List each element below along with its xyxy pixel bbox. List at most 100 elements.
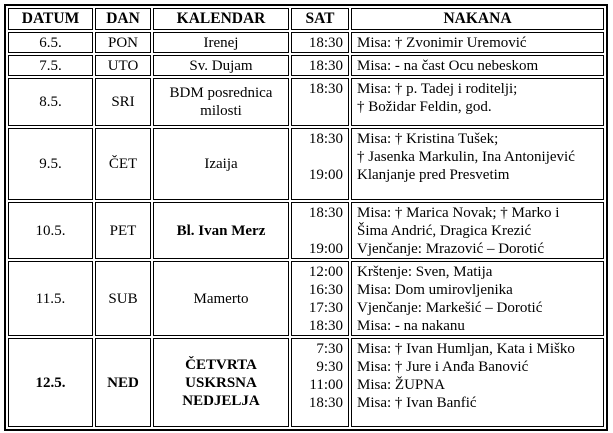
- sat-line: 18:30: [308, 58, 343, 74]
- nakana-line: Vjenčanje: Mrazović – Dorotić: [357, 241, 545, 257]
- dan-text: NED: [107, 374, 139, 391]
- sat-line: 18:30: [308, 318, 343, 334]
- dan-text: PET: [109, 222, 137, 239]
- dan-text: ČET: [108, 156, 138, 172]
- table-row: 12.5. NED ČETVRTA USKRSNA NEDJELJA 7:30 9:30 11…: [8, 338, 604, 427]
- nakana-line: Misa: † Jure i Anđa Banović: [357, 359, 529, 375]
- nakana-line: Misa: - na čast Ocu nebeskom: [357, 58, 539, 74]
- kalendar-line: USKRSNA: [185, 374, 257, 391]
- datum-cell: 10.5.: [8, 202, 93, 259]
- sat-cell: 7:30 9:30 11:00 18:30: [291, 338, 349, 427]
- header-cell-dan: DAN: [95, 8, 151, 30]
- dan-text: PON: [107, 34, 138, 51]
- sat-line: [292, 222, 343, 240]
- sat-line: 19:00: [308, 241, 343, 257]
- sat-line: 9:30: [316, 359, 343, 375]
- kalendar-line: BDM posrednica: [169, 85, 273, 101]
- datum-text: 11.5.: [35, 290, 66, 307]
- nakana-line: Krštenje: Sven, Matija: [357, 264, 493, 280]
- sat-line: 7:30: [316, 341, 343, 357]
- nakana-line: Misa: † Kristina Tušek;: [357, 131, 499, 147]
- dan-cell: ČET: [95, 128, 151, 200]
- sat-cell: 18:30 19:00: [291, 128, 349, 200]
- dan-text: SRI: [111, 94, 135, 110]
- sat-cell: 18:30 19:00: [291, 202, 349, 259]
- sat-cell: 18:30: [291, 55, 349, 76]
- nakana-line: Misa: - na nakanu: [357, 318, 465, 334]
- datum-cell: 11.5.: [8, 261, 93, 336]
- header-cell-sat: SAT: [291, 8, 349, 30]
- dan-cell: PON: [95, 32, 151, 53]
- nakana-line: Misa: Dom umirovljenika: [357, 282, 513, 298]
- sat-line: 12:00: [308, 264, 343, 280]
- kalendar-cell: ČETVRTA USKRSNA NEDJELJA: [153, 338, 289, 427]
- datum-cell: 9.5.: [8, 128, 93, 200]
- schedule-table: DATUM DAN KALENDAR SAT NAKANA 6.5. PON Irenej 1…: [4, 4, 608, 431]
- kalendar-line: Izaija: [204, 156, 238, 172]
- nakana-line: Misa: ŽUPNA: [357, 377, 445, 393]
- sat-line: 18:30: [308, 395, 343, 411]
- sat-cell: 12:00 16:30 17:30 18:30: [291, 261, 349, 336]
- sat-cell: 18:30: [291, 78, 349, 126]
- nakana-cell: Misa: † Kristina Tušek; † Jasenka Markuli…: [351, 128, 604, 200]
- datum-text: 10.5.: [35, 222, 66, 239]
- datum-text: 9.5.: [39, 156, 62, 172]
- sat-line: 18:30: [308, 35, 343, 51]
- datum-text: 8.5.: [39, 94, 62, 110]
- kalendar-cell: Sv. Dujam: [153, 55, 289, 76]
- datum-cell: 12.5.: [8, 338, 93, 427]
- kalendar-line: NEDJELJA: [182, 392, 260, 409]
- header-cell-kalendar: KALENDAR: [153, 8, 289, 30]
- table-row: 11.5. SUB Mamerto 12:00 16:30 17:30 18:30 Kršte…: [8, 261, 604, 336]
- datum-text: 6.5.: [39, 34, 62, 51]
- datum-text: 12.5.: [35, 374, 66, 391]
- kalendar-cell: Bl. Ivan Merz: [153, 202, 289, 259]
- nakana-cell: Misa: † Zvonimir Uremović: [351, 32, 604, 53]
- nakana-line: Klanjanje pred Presvetim: [357, 167, 510, 183]
- table-row: 8.5. SRI BDM posrednica milosti 18:30 Misa: †…: [8, 78, 604, 126]
- sat-line: 19:00: [308, 167, 343, 183]
- nakana-line: Šima Andrić, Dragica Krezić: [357, 223, 532, 239]
- sat-line: 11:00: [309, 377, 343, 393]
- sat-line: 18:30: [308, 131, 343, 147]
- header-row: DATUM DAN KALENDAR SAT NAKANA: [8, 8, 604, 30]
- nakana-line: Misa: † Ivan Banfić: [357, 395, 477, 411]
- sat-line: [292, 148, 343, 166]
- datum-cell: 8.5.: [8, 78, 93, 126]
- nakana-cell: Misa: - na čast Ocu nebeskom: [351, 55, 604, 76]
- kalendar-line: Mamerto: [193, 290, 249, 307]
- nakana-cell: Misa: † Ivan Humljan, Kata i Miško Misa: …: [351, 338, 604, 427]
- nakana-cell: Misa: † p. Tadej i roditelji; † Božidar F…: [351, 78, 604, 126]
- kalendar-line: milosti: [200, 103, 242, 119]
- dan-cell: SUB: [95, 261, 151, 336]
- kalendar-line: ČETVRTA: [185, 356, 257, 373]
- kalendar-cell: BDM posrednica milosti: [153, 78, 289, 126]
- kalendar-line: Bl. Ivan Merz: [176, 222, 266, 239]
- table-row: 7.5. UTO Sv. Dujam 18:30 Misa: - na čast Ocu…: [8, 55, 604, 76]
- sat-line: 18:30: [308, 81, 343, 97]
- nakana-line: Misa: † Marica Novak; † Marko i: [357, 205, 560, 221]
- nakana-line: Misa: † Zvonimir Uremović: [357, 35, 527, 51]
- nakana-line: Misa: † p. Tadej i roditelji;: [357, 81, 518, 97]
- datum-cell: 7.5.: [8, 55, 93, 76]
- nakana-line: † Božidar Feldin, god.: [357, 99, 492, 115]
- table-row: 6.5. PON Irenej 18:30 Misa: † Zvonimir Uremo…: [8, 32, 604, 53]
- dan-cell: PET: [95, 202, 151, 259]
- schedule-body: 6.5. PON Irenej 18:30 Misa: † Zvonimir Uremo…: [8, 32, 604, 427]
- nakana-line: Misa: † Ivan Humljan, Kata i Miško: [357, 341, 575, 357]
- dan-cell: NED: [95, 338, 151, 427]
- header-cell-datum: DATUM: [8, 8, 93, 30]
- nakana-cell: Krštenje: Sven, Matija Misa: Dom umirovlj…: [351, 261, 604, 336]
- sat-cell: 18:30: [291, 32, 349, 53]
- dan-cell: SRI: [95, 78, 151, 126]
- datum-text: 7.5.: [39, 57, 62, 74]
- dan-text: SUB: [108, 290, 138, 307]
- table-row: 9.5. ČET Izaija 18:30 19:00 Misa: † Kristina …: [8, 128, 604, 200]
- nakana-cell: Misa: † Marica Novak; † Marko i Šima Andr…: [351, 202, 604, 259]
- datum-cell: 6.5.: [8, 32, 93, 53]
- kalendar-cell: Mamerto: [153, 261, 289, 336]
- dan-text: UTO: [107, 57, 139, 74]
- nakana-line: † Jasenka Markulin, Ina Antonijević: [357, 149, 575, 165]
- table-row: 10.5. PET Bl. Ivan Merz 18:30 19:00 Misa: † M…: [8, 202, 604, 259]
- kalendar-cell: Irenej: [153, 32, 289, 53]
